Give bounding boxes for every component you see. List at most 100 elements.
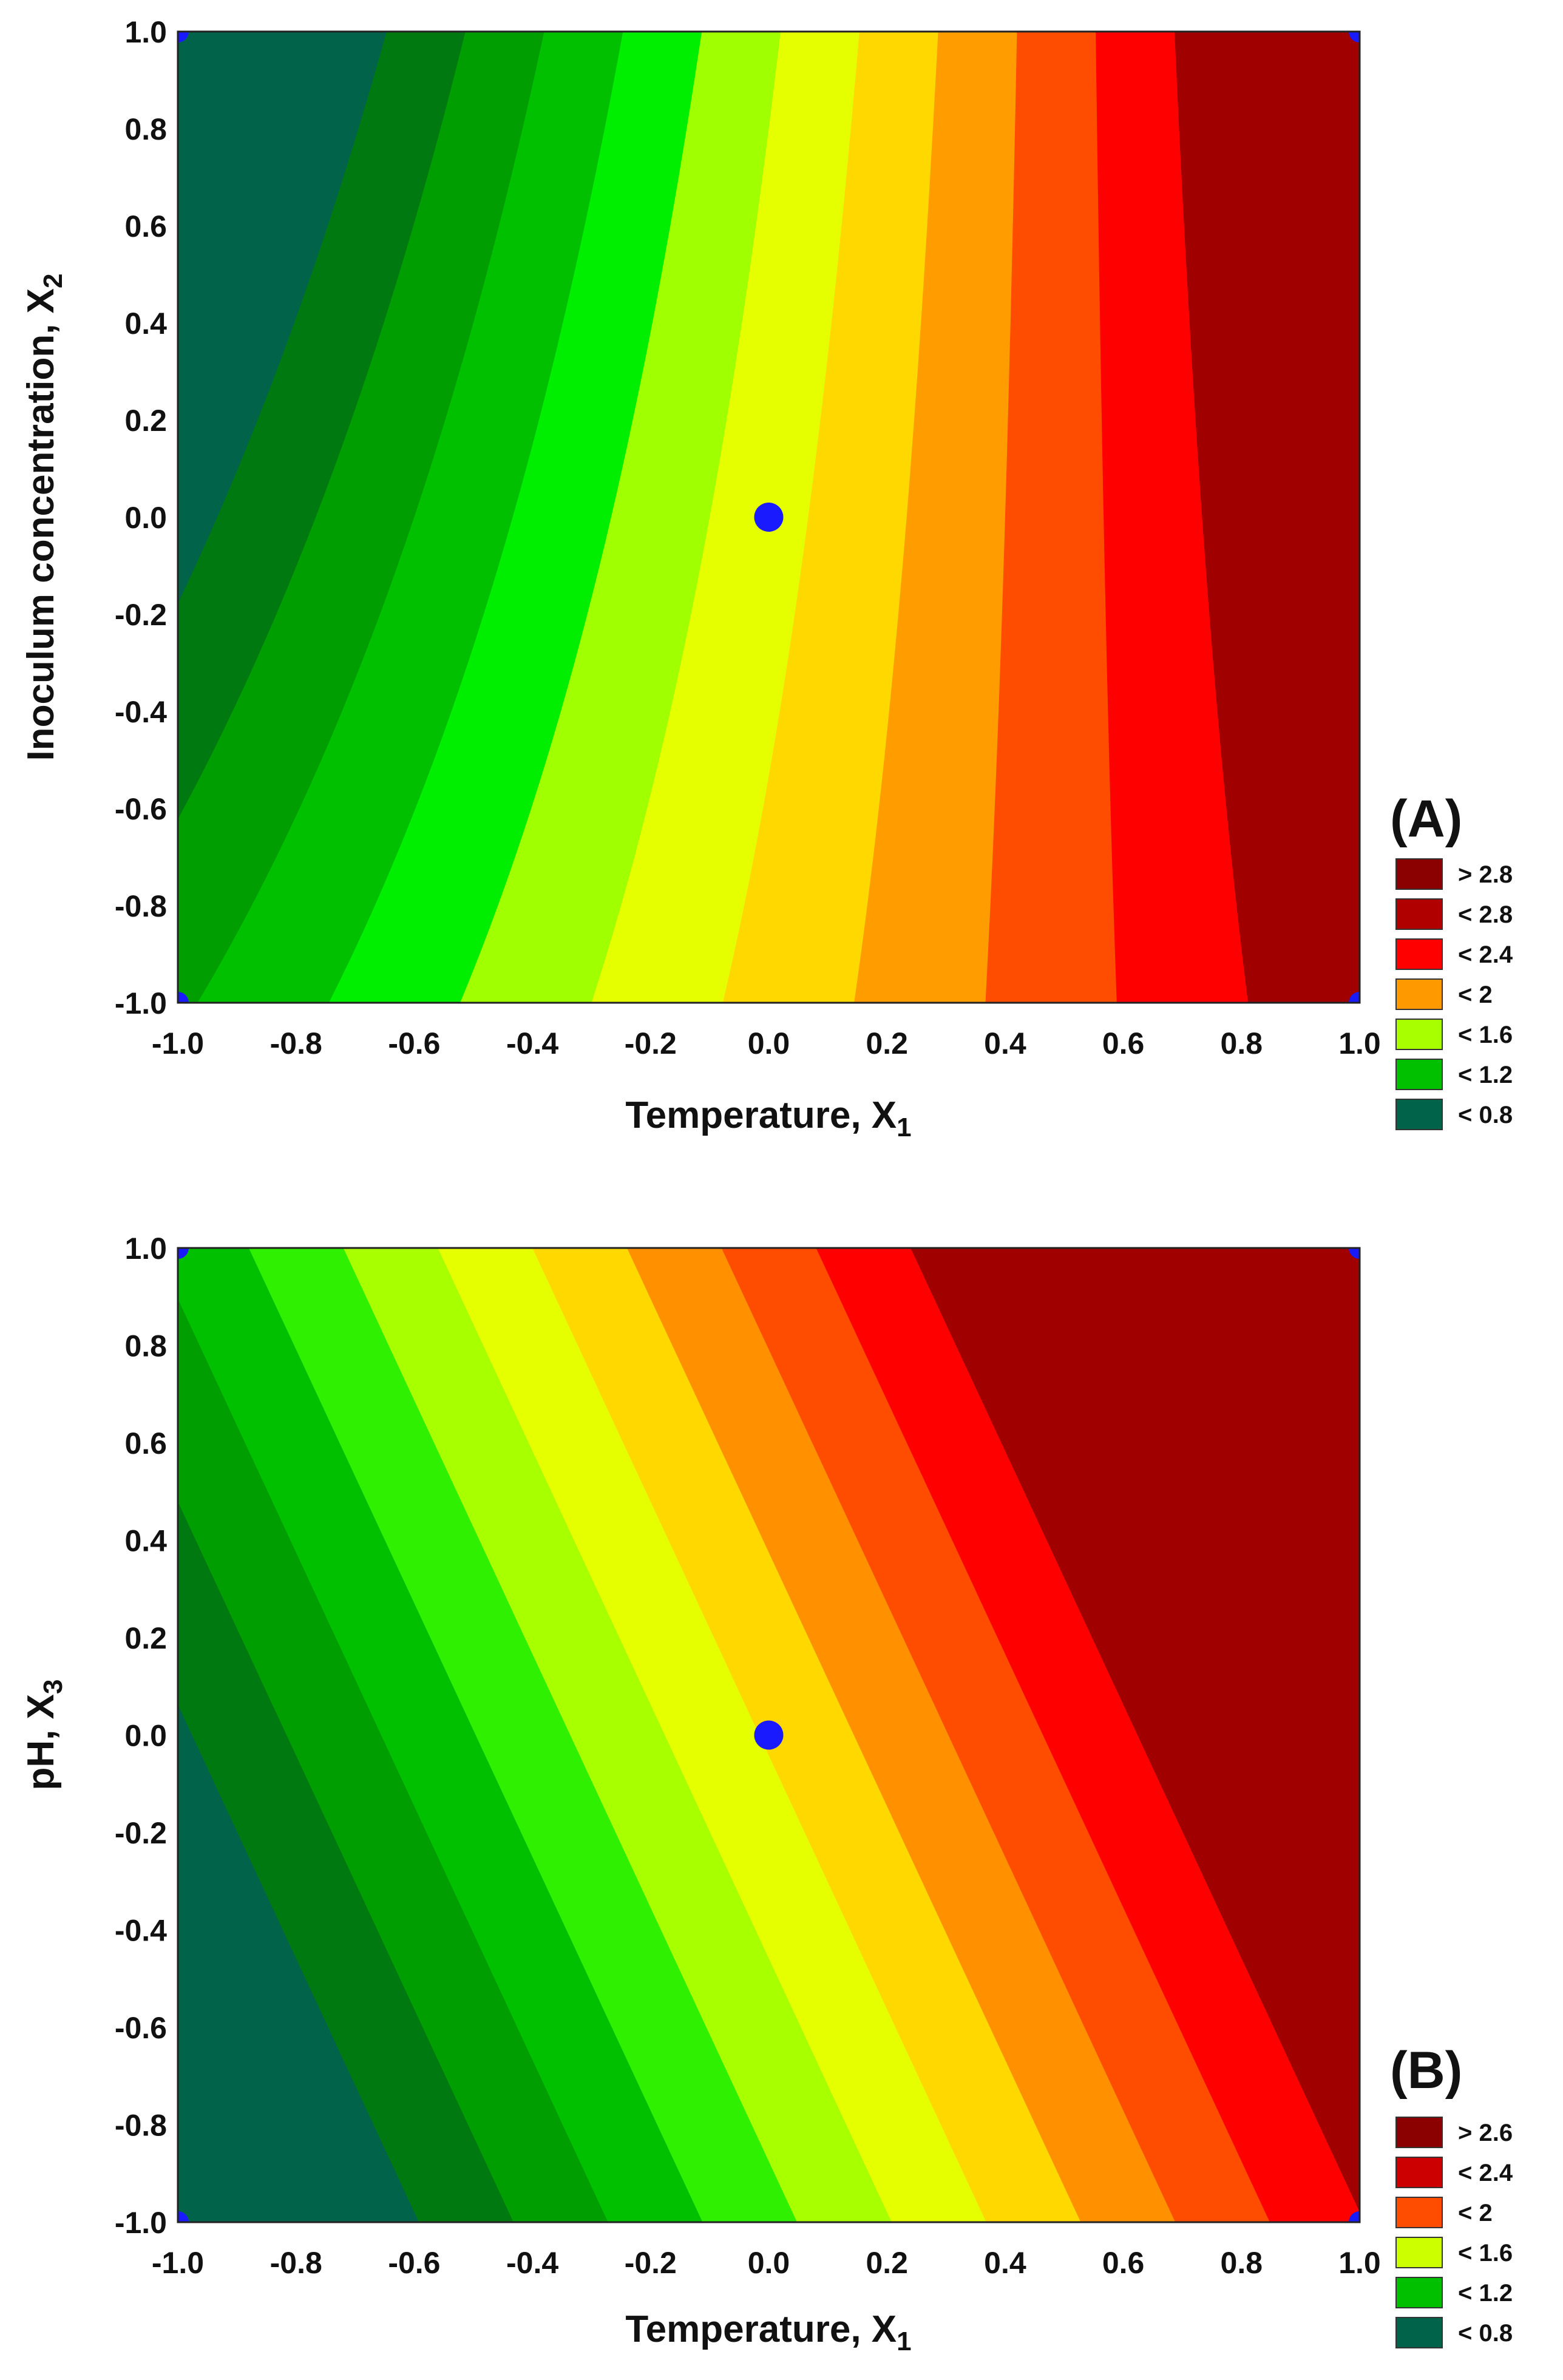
panel-a: -1.0 -0.8 -0.6 -0.4 -0.2 0.0 0.2 0.4 0.6 0.8 1.0 -…: [20, 15, 1513, 1142]
panel-b-y-axis-title-text: pH, X: [20, 1694, 62, 1790]
y-tick-label: 1.0: [124, 1232, 167, 1266]
y-tick-label: -0.8: [115, 2109, 167, 2143]
panel-b-label: (B): [1390, 2041, 1462, 2100]
y-tick-label: -0.4: [115, 1914, 167, 1948]
legend-swatch: [1395, 938, 1443, 970]
x-tick-label: -0.2: [625, 1026, 677, 1060]
panel-a-y-axis-title-subscript: 2: [38, 274, 68, 288]
x-tick-label: 0.6: [1102, 1026, 1145, 1060]
panel-b-plot-frame: [177, 1247, 1361, 2223]
panel-b-legend: > 2.6 < 2.4 < 2 < 1.6 < 1.2 < 0.8: [1395, 2117, 1513, 2348]
panel-a-x-axis-title: Temperature, X1: [625, 1094, 911, 1142]
legend-label: < 2.4: [1458, 2160, 1513, 2186]
legend-swatch: [1395, 1099, 1443, 1130]
y-tick-label: 0.0: [124, 1719, 167, 1753]
x-tick-label: 0.2: [866, 2246, 908, 2280]
corner-design-point: [1349, 1248, 1360, 1259]
legend-swatch: [1395, 2317, 1443, 2348]
y-tick-label: 0.8: [124, 112, 167, 146]
y-tick-label: -0.8: [115, 889, 167, 923]
y-tick-label: 1.0: [124, 15, 167, 49]
y-tick-label: -0.2: [115, 598, 167, 632]
corner-design-point: [178, 2211, 189, 2222]
y-tick-label: 0.0: [124, 501, 167, 535]
panel-a-x-tick-labels: -1.0 -0.8 -0.6 -0.4 -0.2 0.0 0.2 0.4 0.6 0.8 1.0: [152, 1026, 1381, 1060]
y-tick-label: 0.8: [124, 1329, 167, 1363]
x-tick-label: 0.0: [748, 1026, 790, 1060]
panel-a-legend: > 2.8 < 2.8 < 2.4 < 2 < 1.6 < 1.2 < 0.8: [1395, 858, 1513, 1130]
panel-a-y-axis-title: Inoculum concentration, X2: [20, 274, 68, 761]
panel-a-label: (A): [1390, 790, 1462, 848]
corner-design-point: [1349, 32, 1360, 42]
legend-label: < 2.4: [1458, 941, 1513, 968]
legend-label: < 2: [1458, 2200, 1493, 2226]
panel-a-y-tick-labels: -1.0 -0.8 -0.6 -0.4 -0.2 0.0 0.2 0.4 0.6 0.8 1.0: [115, 15, 167, 1020]
panel-a-y-axis-title-text: Inoculum concentration, X: [20, 288, 62, 761]
corner-design-point: [178, 992, 189, 1003]
legend-swatch: [1395, 2117, 1443, 2148]
y-tick-label: -0.6: [115, 2011, 167, 2045]
x-tick-label: -1.0: [152, 2246, 204, 2280]
legend-label: < 1.2: [1458, 1062, 1513, 1088]
x-tick-label: -0.4: [506, 2246, 558, 2280]
legend-label: > 2.6: [1458, 2120, 1513, 2146]
legend-swatch: [1395, 2237, 1443, 2268]
legend-label: < 2: [1458, 981, 1493, 1008]
corner-design-point: [1349, 992, 1360, 1003]
panel-a-x-axis-title-text: Temperature, X: [625, 1094, 897, 1136]
corner-design-point: [178, 1248, 189, 1259]
panel-b-x-axis-title-subscript: 1: [897, 2327, 911, 2356]
x-tick-label: 1.0: [1338, 1026, 1381, 1060]
x-tick-label: 0.6: [1102, 2246, 1145, 2280]
panel-b-x-axis-title: Temperature, X1: [625, 2308, 911, 2356]
legend-swatch: [1395, 898, 1443, 930]
legend-label: > 2.8: [1458, 861, 1513, 888]
x-tick-label: -0.4: [506, 1026, 558, 1060]
panel-a-design-points: [178, 32, 1360, 1003]
x-tick-label: 0.8: [1221, 1026, 1263, 1060]
y-tick-label: 0.4: [124, 1524, 167, 1558]
y-tick-label: -0.2: [115, 1816, 167, 1850]
x-tick-label: -0.2: [625, 2246, 677, 2280]
legend-swatch: [1395, 1059, 1443, 1090]
x-tick-label: 0.4: [984, 1026, 1026, 1060]
panel-a-plot-frame: [177, 30, 1361, 1004]
y-tick-label: -0.4: [115, 695, 167, 729]
legend-swatch: [1395, 858, 1443, 890]
x-tick-label: -0.6: [388, 2246, 440, 2280]
y-tick-label: 0.6: [124, 209, 167, 243]
legend-swatch: [1395, 2157, 1443, 2188]
panel-b-y-axis-title: pH, X3: [20, 1680, 68, 1791]
legend-label: < 1.6: [1458, 1022, 1513, 1048]
legend-label: < 1.6: [1458, 2240, 1513, 2266]
panel-b-x-axis-title-text: Temperature, X: [625, 2308, 897, 2350]
y-tick-label: 0.4: [124, 307, 167, 341]
panel-b-y-axis-title-subscript: 3: [38, 1680, 68, 1694]
panel-b: -1.0 -0.8 -0.6 -0.4 -0.2 0.0 0.2 0.4 0.6 0.8 1.0 -…: [20, 1232, 1513, 2356]
y-tick-label: -1.0: [115, 2206, 167, 2240]
center-design-point: [754, 1720, 784, 1750]
legend-swatch: [1395, 2277, 1443, 2308]
y-tick-label: 0.6: [124, 1426, 167, 1460]
x-tick-label: 0.0: [748, 2246, 790, 2280]
y-tick-label: 0.2: [124, 404, 167, 438]
y-tick-label: -0.6: [115, 792, 167, 826]
panel-a-contour-bands: [178, 32, 1360, 1003]
legend-label: < 0.8: [1458, 1102, 1513, 1128]
x-tick-label: -0.6: [388, 1026, 440, 1060]
x-tick-label: -1.0: [152, 1026, 204, 1060]
legend-swatch: [1395, 2197, 1443, 2228]
legend-label: < 2.8: [1458, 901, 1513, 928]
corner-design-point: [178, 32, 189, 42]
contour-band-2.8: [1175, 32, 1360, 1003]
panel-b-x-tick-labels: -1.0 -0.8 -0.6 -0.4 -0.2 0.0 0.2 0.4 0.6 0.8 1.0: [152, 2246, 1381, 2280]
x-tick-label: 0.2: [866, 1026, 908, 1060]
legend-swatch: [1395, 978, 1443, 1010]
contour-band-2.6: [910, 1248, 1360, 2212]
legend-swatch: [1395, 1019, 1443, 1050]
x-tick-label: 0.8: [1221, 2246, 1263, 2280]
y-tick-label: 0.2: [124, 1621, 167, 1655]
panel-a-x-axis-title-subscript: 1: [897, 1113, 911, 1142]
center-design-point: [754, 503, 784, 532]
